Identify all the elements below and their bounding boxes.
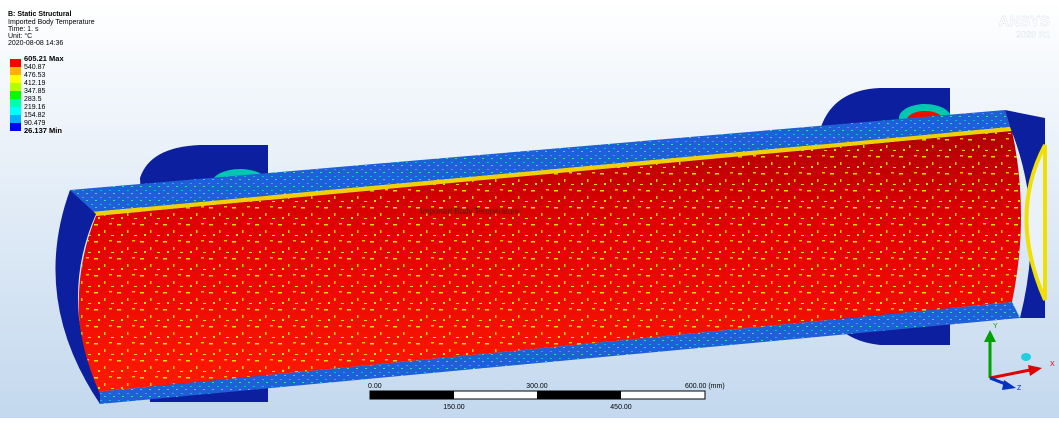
legend-label: 347.85 <box>24 88 46 95</box>
header-title: B: Static Structural <box>8 11 71 18</box>
scale-label: 150.00 <box>443 404 465 411</box>
legend-swatch <box>10 123 21 131</box>
viewport: Imported Body Temperature B: Static Stru… <box>0 0 1059 418</box>
logo-name: ANSYS <box>998 13 1050 30</box>
legend-label: 412.19 <box>24 80 46 87</box>
scale-segment <box>537 391 621 399</box>
scale-label: 300.00 <box>526 383 548 390</box>
header-line: Imported Body Temperature <box>8 19 95 26</box>
header-line: Unit: °C <box>8 32 32 40</box>
logo-release: R1 <box>1038 29 1050 39</box>
legend-label: 476.53 <box>24 72 46 79</box>
scale-label: 0.00 <box>368 383 382 390</box>
legend-label: 219.16 <box>24 104 46 111</box>
legend-swatch <box>10 67 21 75</box>
legend-label: 540.87 <box>24 64 46 71</box>
page: Imported Body Temperature B: Static Stru… <box>0 0 1059 418</box>
legend-swatch <box>10 83 21 91</box>
legend-swatch <box>10 99 21 107</box>
scale-segment <box>370 391 454 399</box>
legend-swatch <box>10 59 21 67</box>
legend-label: 26.137 Min <box>24 126 62 135</box>
scale-label: 450.00 <box>610 404 632 411</box>
triad-label: Y <box>993 323 998 330</box>
legend-swatch <box>10 107 21 115</box>
triad-label: Z <box>1017 385 1022 392</box>
header-line: Time: 1. s <box>8 26 39 33</box>
legend-label: 605.21 Max <box>24 54 64 63</box>
triad-label: X <box>1050 361 1055 368</box>
legend-swatch <box>10 75 21 83</box>
triad-sphere <box>1021 353 1031 361</box>
legend-label: 283.5 <box>24 96 42 103</box>
probe-label: Imported Body Temperature <box>420 207 520 216</box>
logo-version: 2020 <box>1016 29 1036 39</box>
legend-swatch <box>10 91 21 99</box>
legend-label: 154.82 <box>24 112 46 119</box>
header-line: 2020-08-08 14:36 <box>8 40 63 47</box>
legend-swatch <box>10 115 21 123</box>
scale-label: 600.00 (mm) <box>685 383 725 390</box>
